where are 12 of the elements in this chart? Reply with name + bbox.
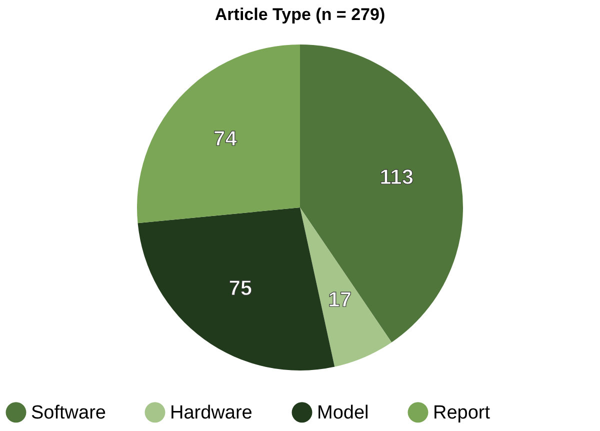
pie-slice bbox=[300, 44, 463, 342]
pie-slice bbox=[137, 44, 300, 224]
chart-title: Article Type (n = 279) bbox=[214, 5, 386, 24]
legend-label: Software bbox=[31, 402, 106, 424]
legend-label: Report bbox=[433, 402, 491, 424]
pie-slice bbox=[300, 208, 392, 367]
data-label: 17 bbox=[328, 288, 352, 312]
data-label: 74 bbox=[214, 128, 238, 151]
legend-label: Model bbox=[317, 402, 369, 424]
data-label: 113 bbox=[380, 166, 414, 189]
legend-label: Hardware bbox=[170, 402, 252, 424]
data-label: 75 bbox=[228, 277, 252, 300]
